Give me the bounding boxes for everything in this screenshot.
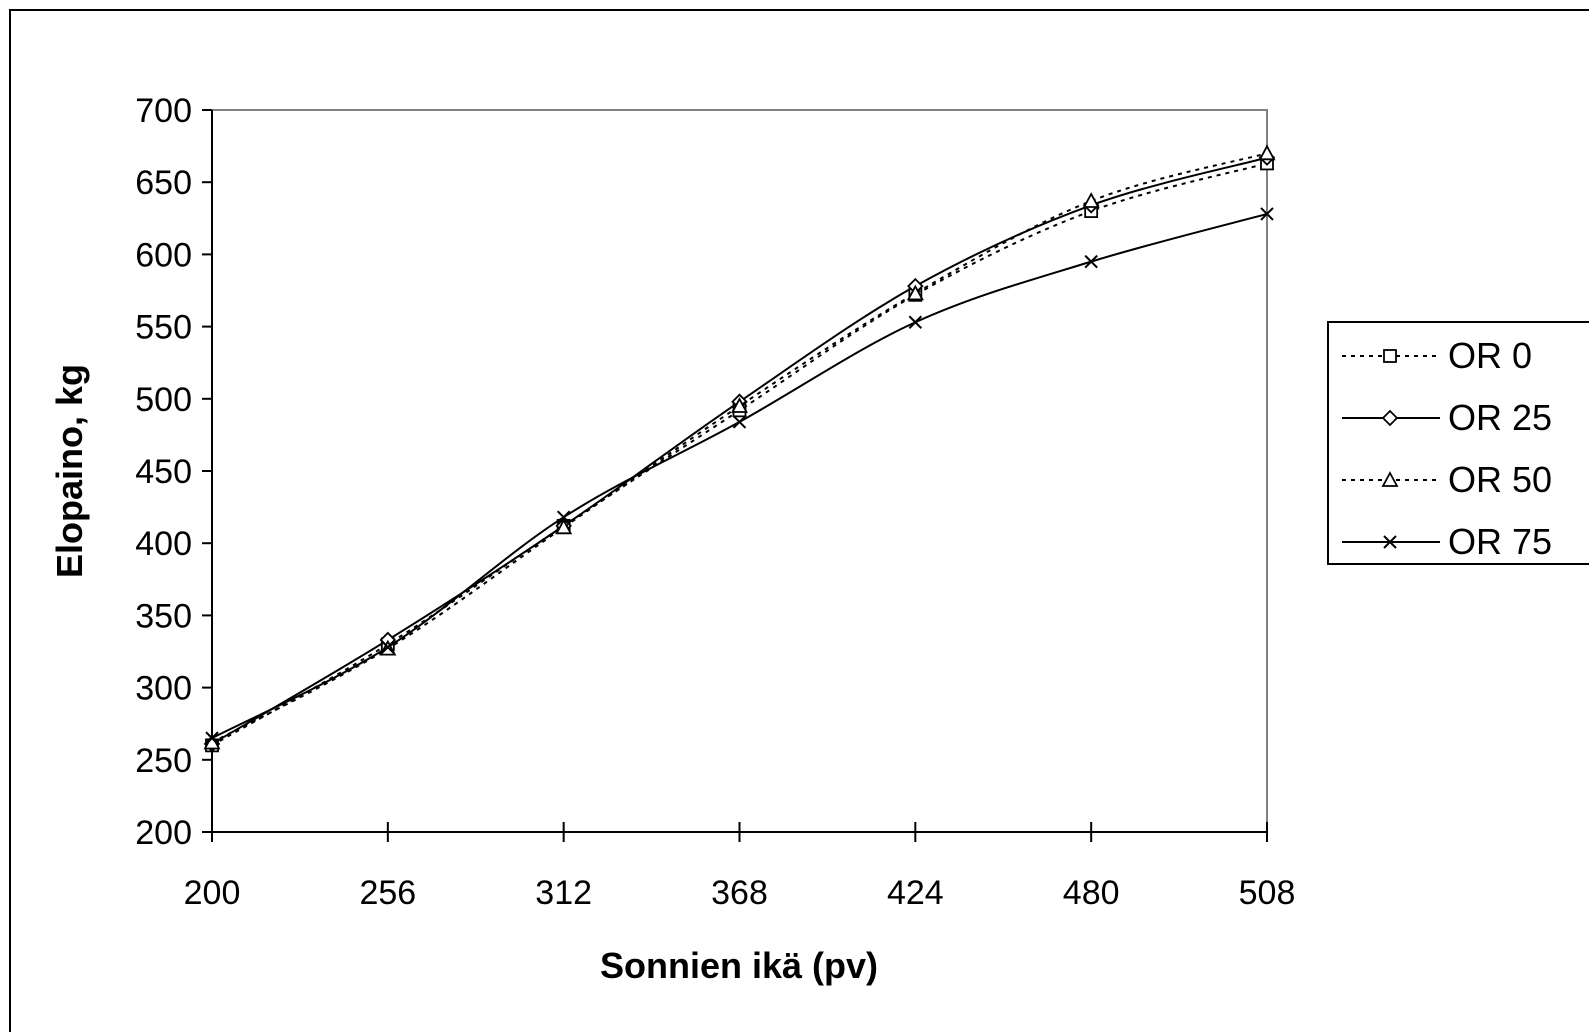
data-point-x — [908, 315, 923, 329]
x-tick-label: 312 — [535, 874, 592, 912]
data-point-x — [1084, 254, 1098, 269]
y-tick-label: 300 — [135, 670, 192, 708]
legend-item: OR 75 — [1342, 521, 1552, 562]
data-point-triangle — [730, 397, 749, 413]
data-point-x — [381, 640, 395, 654]
y-tick-label: 400 — [135, 525, 192, 563]
data-point-x — [1383, 535, 1397, 549]
data-point-triangle — [1258, 144, 1276, 161]
y-tick-label: 200 — [135, 814, 192, 852]
y-tick-label: 600 — [135, 236, 192, 274]
legend-item: OR 0 — [1342, 335, 1532, 376]
y-tick-label: 700 — [135, 92, 192, 130]
data-point-x — [556, 510, 571, 524]
y-tick-label: 450 — [135, 453, 192, 491]
data-point-diamond — [1381, 409, 1399, 427]
x-tick-label: 508 — [1239, 874, 1296, 912]
y-tick-label: 550 — [135, 309, 192, 347]
y-tick-label: 350 — [135, 597, 192, 635]
legend-label: OR 50 — [1448, 459, 1552, 500]
x-tick-label: 480 — [1063, 874, 1120, 912]
y-tick-label: 250 — [135, 742, 192, 780]
legend-label: OR 25 — [1448, 397, 1552, 438]
x-tick-label: 424 — [887, 874, 944, 912]
data-point-triangle — [906, 284, 924, 301]
chart-border — [9, 9, 1589, 1032]
x-axis-title: Sonnien ikä (pv) — [600, 945, 878, 986]
data-point-triangle — [1381, 471, 1399, 487]
legend-item: OR 50 — [1342, 459, 1552, 500]
legend-box — [1327, 321, 1589, 565]
data-point-square — [1383, 349, 1397, 363]
legend-label: OR 0 — [1448, 335, 1532, 376]
legend: OR 0 OR 25 OR 50 OR 75 — [1327, 321, 1589, 565]
y-axis-title: Elopaino, kg — [49, 364, 90, 578]
data-point-triangle — [1082, 192, 1100, 208]
data-point-x — [732, 415, 747, 429]
series-or-75 — [205, 207, 1274, 745]
x-axis: 200 256 312 368 424 480 508 — [184, 822, 1296, 912]
x-tick-label: 200 — [184, 874, 241, 912]
legend-label: OR 75 — [1448, 521, 1552, 562]
data-point-triangle — [555, 518, 573, 535]
series-layer — [203, 144, 1276, 753]
data-point-x — [205, 731, 219, 745]
x-tick-label: 368 — [711, 874, 768, 912]
y-tick-label: 650 — [135, 164, 192, 202]
legend-item: OR 25 — [1342, 397, 1552, 438]
y-tick-label: 500 — [135, 381, 192, 419]
x-tick-label: 256 — [359, 874, 416, 912]
data-point-x — [1260, 207, 1274, 221]
y-axis: 200 250 300 350 400 450 500 550 600 650 700 — [135, 92, 213, 852]
